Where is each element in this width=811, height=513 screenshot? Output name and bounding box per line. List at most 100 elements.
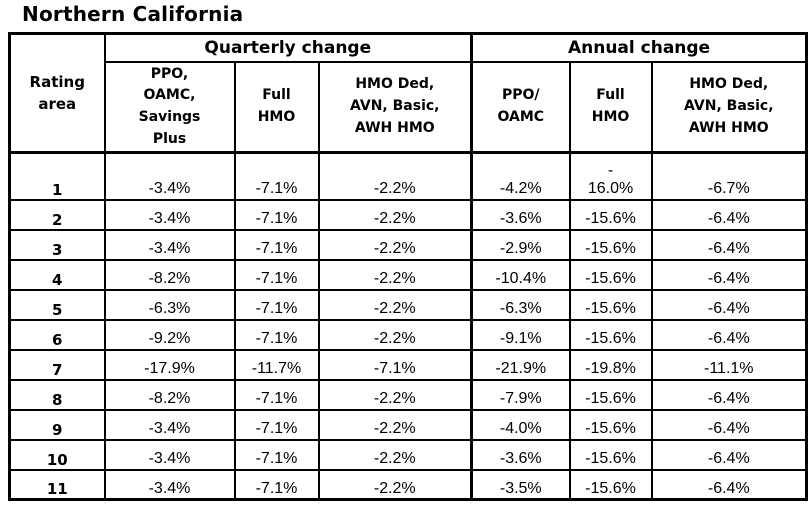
cell-value: -7.1% <box>233 378 320 411</box>
cell-value: -4.2% <box>470 151 571 201</box>
table-header: Rating area Quarterly change Annual chan… <box>8 32 808 154</box>
cell-value: -8.2% <box>103 258 236 291</box>
cell-value: -6.4% <box>650 228 808 261</box>
cell-value: -2.2% <box>317 408 473 441</box>
cell-value: -9.1% <box>470 318 571 351</box>
cell-value: -15.6% <box>568 258 653 291</box>
row-area-label: 1 <box>8 151 106 201</box>
cell-value: -21.9% <box>470 348 571 381</box>
cell-value: -7.1% <box>233 151 320 201</box>
cell-value: -6.7% <box>650 151 808 201</box>
row-area-label: 2 <box>8 198 106 231</box>
table-row: 8 -8.2% -7.1% -2.2% -7.9% -15.6% -6.4% <box>8 378 808 411</box>
row-area-label: 11 <box>8 468 106 501</box>
page-title: Northern California <box>22 2 244 26</box>
annual-hmo-ded-avn-basic-awh-header: HMO Ded, AVN, Basic, AWH HMO <box>650 61 808 154</box>
cell-value: -11.1% <box>650 348 808 381</box>
cell-value: -7.1% <box>233 468 320 501</box>
cell-value: -3.5% <box>470 468 571 501</box>
cell-value: -15.6% <box>568 228 653 261</box>
cell-value: -2.2% <box>317 258 473 291</box>
cell-value: -3.6% <box>470 198 571 231</box>
cell-value: -7.1% <box>233 408 320 441</box>
cell-value: -19.8% <box>568 348 653 381</box>
cell-value: -6.4% <box>650 468 808 501</box>
cell-value: -6.4% <box>650 288 808 321</box>
cell-value: -17.9% <box>103 348 236 381</box>
cell-value: -2.9% <box>470 228 571 261</box>
cell-value: -3.6% <box>470 438 571 471</box>
cell-value: -4.0% <box>470 408 571 441</box>
cell-value: -7.1% <box>233 258 320 291</box>
cell-value: -6.4% <box>650 318 808 351</box>
cell-value: -6.4% <box>650 198 808 231</box>
cell-value: -2.2% <box>317 198 473 231</box>
cell-value: -15.6% <box>568 198 653 231</box>
cell-value: -15.6% <box>568 468 653 501</box>
cell-value: -2.2% <box>317 151 473 201</box>
cell-value: -2.2% <box>317 318 473 351</box>
cell-value: -7.1% <box>233 198 320 231</box>
cell-value: -7.1% <box>233 438 320 471</box>
cell-value: -15.6% <box>568 288 653 321</box>
table-row: 5 -6.3% -7.1% -2.2% -6.3% -15.6% -6.4% <box>8 288 808 321</box>
cell-value: -8.2% <box>103 378 236 411</box>
cell-value: -11.7% <box>233 348 320 381</box>
cell-value: -2.2% <box>317 228 473 261</box>
cell-value: -7.1% <box>233 288 320 321</box>
cell-value: - 16.0% <box>568 151 653 201</box>
cell-value: -7.1% <box>233 228 320 261</box>
cell-value: -6.4% <box>650 408 808 441</box>
cell-value: -2.2% <box>317 468 473 501</box>
cell-value: -3.4% <box>103 228 236 261</box>
cell-value: -3.4% <box>103 408 236 441</box>
row-area-label: 10 <box>8 438 106 471</box>
cell-value: -7.1% <box>317 348 473 381</box>
table-row: 10 -3.4% -7.1% -2.2% -3.6% -15.6% -6.4% <box>8 438 808 471</box>
cell-value: -6.4% <box>650 378 808 411</box>
cell-value: -7.9% <box>470 378 571 411</box>
cell-value: -6.4% <box>650 438 808 471</box>
cell-value: -3.4% <box>103 468 236 501</box>
table-row: 6 -9.2% -7.1% -2.2% -9.1% -15.6% -6.4% <box>8 318 808 351</box>
row-area-label: 6 <box>8 318 106 351</box>
rating-area-header: Rating area <box>8 32 106 154</box>
row-area-label: 5 <box>8 288 106 321</box>
row-area-label: 3 <box>8 228 106 261</box>
cell-value: -2.2% <box>317 438 473 471</box>
cell-value: -6.3% <box>470 288 571 321</box>
sub-header-row: PPO, OAMC, Savings Plus Full HMO HMO Ded… <box>10 61 808 154</box>
table-row: 4 -8.2% -7.1% -2.2% -10.4% -15.6% -6.4% <box>8 258 808 291</box>
annual-ppo-oamc-header: PPO/ OAMC <box>470 61 571 154</box>
cell-value: -9.2% <box>103 318 236 351</box>
cell-value: -15.6% <box>568 318 653 351</box>
table-row: 2 -3.4% -7.1% -2.2% -3.6% -15.6% -6.4% <box>8 198 808 231</box>
table-row: 7 -17.9% -11.7% -7.1% -21.9% -19.8% -11.… <box>8 348 808 381</box>
group-header-row: Rating area Quarterly change Annual chan… <box>8 32 808 154</box>
cell-value: -2.2% <box>317 288 473 321</box>
cell-value: -6.3% <box>103 288 236 321</box>
table-row: 3 -3.4% -7.1% -2.2% -2.9% -15.6% -6.4% <box>8 228 808 261</box>
cell-value: -7.1% <box>233 318 320 351</box>
cell-value: -2.2% <box>317 378 473 411</box>
cell-value: -10.4% <box>470 258 571 291</box>
cell-value: -3.4% <box>103 438 236 471</box>
table-row: 1 -3.4% -7.1% -2.2% -4.2% - 16.0% -6.7% <box>8 151 808 201</box>
annual-full-hmo-header: Full HMO <box>568 61 653 154</box>
row-area-label: 8 <box>8 378 106 411</box>
cell-value: -15.6% <box>568 408 653 441</box>
cell-value: -15.6% <box>568 438 653 471</box>
rate-change-table: Rating area Quarterly change Annual chan… <box>8 32 809 501</box>
quarterly-ppo-oamc-savings-plus-header: PPO, OAMC, Savings Plus <box>103 61 236 154</box>
annual-change-group-header: Annual change <box>470 32 808 63</box>
quarterly-full-hmo-header: Full HMO <box>233 61 320 154</box>
table-row: 11 -3.4% -7.1% -2.2% -3.5% -15.6% -6.4% <box>8 468 808 501</box>
cell-value: -6.4% <box>650 258 808 291</box>
cell-value: -3.4% <box>103 151 236 201</box>
quarterly-hmo-ded-avn-basic-awh-header: HMO Ded, AVN, Basic, AWH HMO <box>317 61 473 154</box>
row-area-label: 7 <box>8 348 106 381</box>
table-row: 9 -3.4% -7.1% -2.2% -4.0% -15.6% -6.4% <box>8 408 808 441</box>
quarterly-change-group-header: Quarterly change <box>103 32 473 63</box>
row-area-label: 9 <box>8 408 106 441</box>
cell-value: -3.4% <box>103 198 236 231</box>
